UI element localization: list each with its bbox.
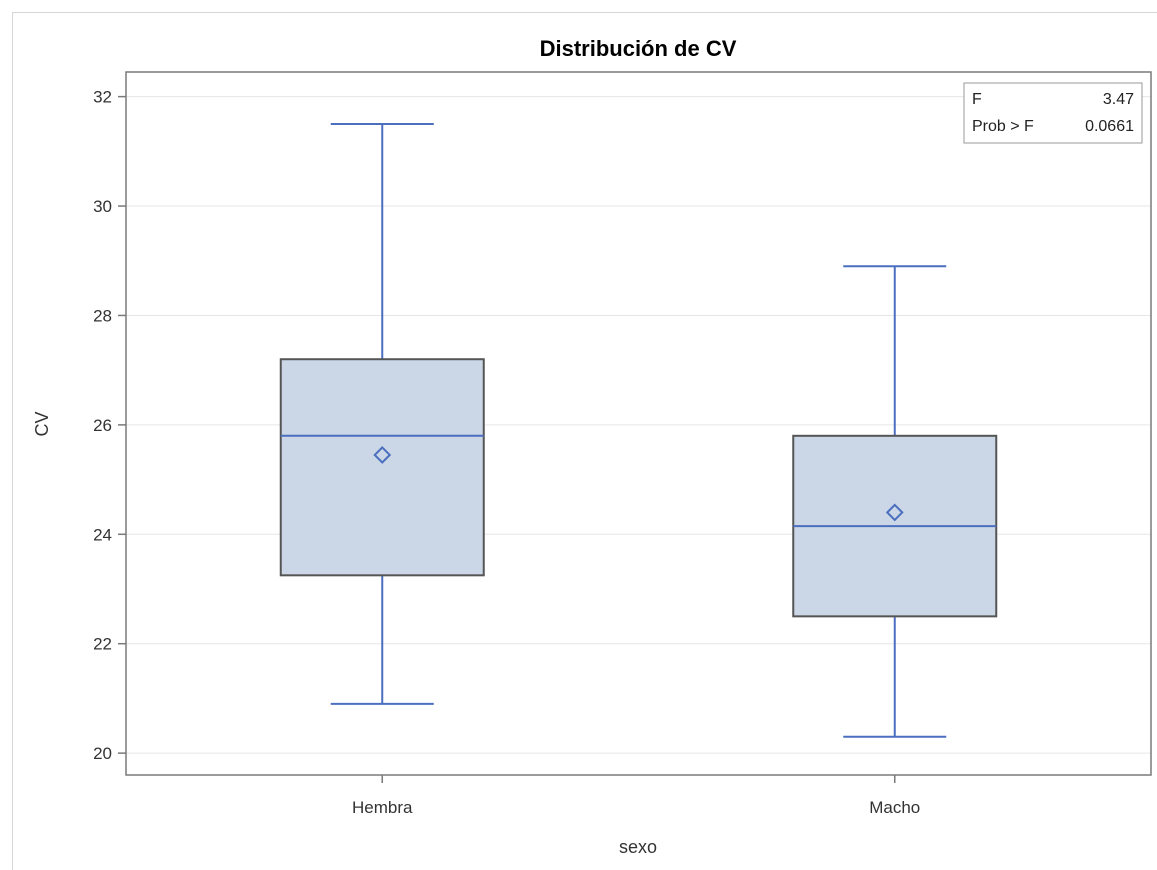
gridlines [126, 96, 1151, 754]
y-tick-label-24: 24 [93, 525, 112, 544]
x-axis-label: sexo [619, 837, 657, 857]
iqr-box-hembra [279, 358, 485, 577]
mean-marker-hembra [373, 446, 392, 464]
inset-prob-label: Prob > F [972, 118, 1034, 135]
plot-area [125, 71, 1152, 776]
y-axis: 20 22 24 26 28 30 32 [93, 88, 126, 763]
inset-f-label: F [972, 91, 982, 108]
boxes [279, 122, 998, 738]
y-tick-label-20: 20 [93, 744, 112, 763]
stats-inset-box [963, 82, 1143, 144]
x-axis: Hembra Macho [352, 775, 920, 817]
y-tick-label-30: 30 [93, 197, 112, 216]
inset-prob-value: 0.0661 [1085, 118, 1134, 135]
y-tick-label-22: 22 [93, 635, 112, 654]
inset-f-value: 3.47 [1103, 91, 1134, 108]
box-macho [792, 265, 998, 738]
chart-title: Distribución de CV [540, 36, 737, 61]
y-tick-label-26: 26 [93, 416, 112, 435]
box-hembra [279, 122, 485, 705]
stats-inset: F 3.47 Prob > F 0.0661 [963, 82, 1143, 144]
x-tick-label-macho: Macho [869, 798, 920, 817]
y-tick-label-28: 28 [93, 306, 112, 325]
x-tick-label-hembra: Hembra [352, 798, 413, 817]
y-tick-label-32: 32 [93, 88, 112, 107]
y-axis-label: CV [32, 411, 52, 436]
chart-frame [12, 12, 1157, 870]
mean-marker-macho [885, 503, 904, 522]
